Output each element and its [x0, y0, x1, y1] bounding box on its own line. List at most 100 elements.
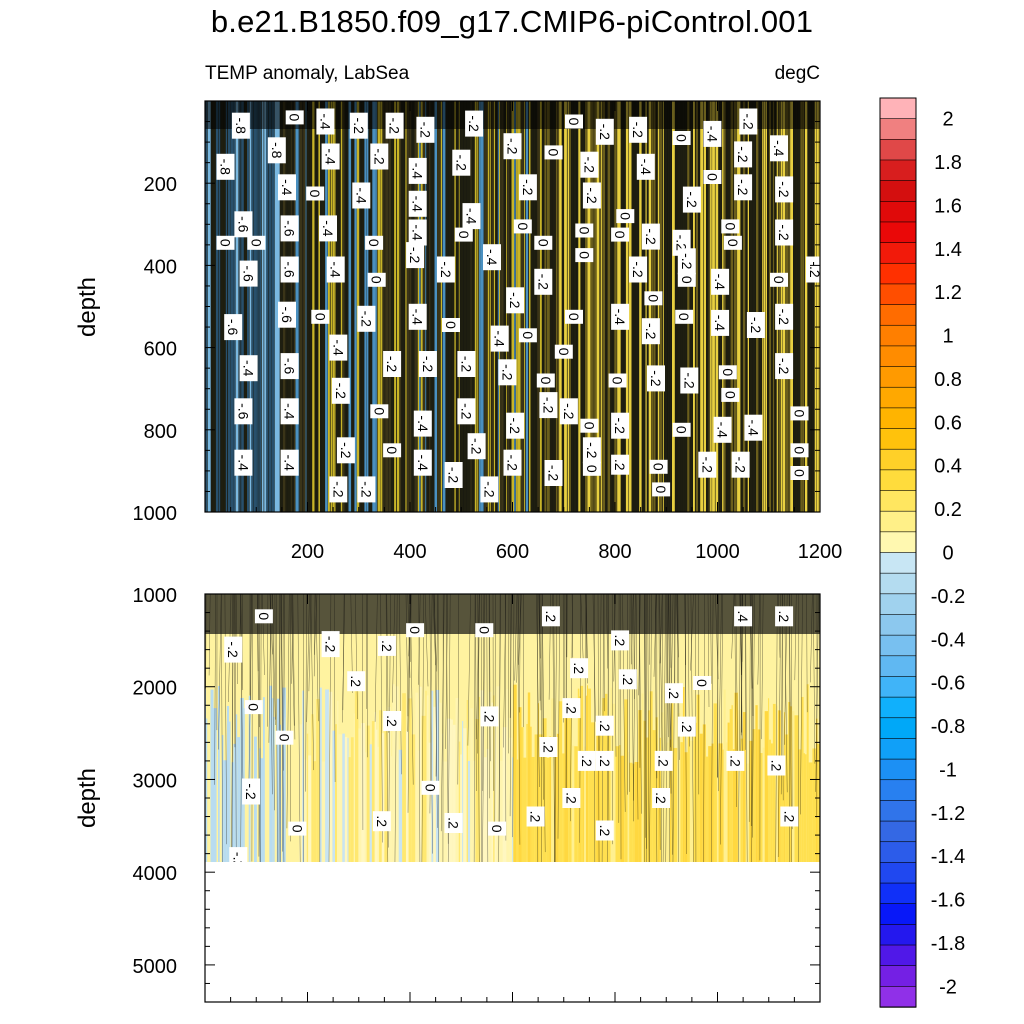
contour-label-box — [408, 219, 427, 246]
upper-stripe — [430, 101, 433, 512]
upper-contour-label: -.4 — [280, 398, 299, 425]
upper-stripe — [312, 101, 315, 512]
lower-stripe — [443, 761, 448, 862]
contour-label-text: -.2 — [735, 146, 751, 163]
upper-contour-label: -.2 — [775, 176, 794, 203]
contour-label-text: .2 — [727, 755, 743, 767]
contour-label-box — [316, 108, 335, 135]
lower-stripe — [784, 712, 786, 862]
lower-contour-label: -.2 — [224, 636, 243, 663]
upper-stripe — [800, 101, 803, 512]
upper-contour-label: 0 — [454, 227, 473, 242]
lower-stripe — [230, 755, 232, 862]
lower-stripe — [379, 710, 382, 862]
lower-contour-label: .2 — [618, 669, 637, 690]
contour-label-box — [408, 190, 427, 217]
lower-contour-line — [280, 594, 282, 862]
lower-contour-label: .2 — [444, 813, 463, 833]
lower-contour-line — [477, 594, 480, 862]
upper-stripe — [495, 101, 498, 512]
lower-stripe — [332, 730, 335, 862]
upper-stripe — [330, 101, 333, 512]
upper-stripe — [426, 101, 429, 512]
lower-stripe — [478, 696, 481, 862]
upper-stripe — [693, 101, 695, 512]
upper-stripe — [703, 101, 706, 512]
lower-stripe — [475, 718, 479, 862]
upper-stripe — [449, 101, 452, 512]
contour-label-text: -.2 — [630, 261, 646, 278]
lower-stripe — [391, 756, 393, 862]
contour-label-box — [664, 683, 683, 704]
colorbar-segment — [879, 696, 917, 719]
contour-label-text: -.2 — [684, 191, 700, 208]
lower-stripe — [237, 737, 241, 862]
contour-label-box — [506, 412, 525, 439]
lower-stripe — [398, 749, 403, 862]
lower-y-tick-label: 4000 — [133, 863, 178, 885]
contour-label-box — [239, 260, 258, 287]
lower-stripe — [223, 760, 227, 862]
lower-stripe — [551, 698, 555, 862]
contour-label-text: 0 — [556, 348, 572, 356]
contour-label-box — [498, 359, 517, 386]
upper-stripe — [251, 101, 254, 512]
upper-stripe — [454, 101, 456, 512]
lower-stripe — [377, 746, 380, 862]
lower-stripe — [460, 754, 463, 862]
contour-label-box — [480, 476, 499, 503]
upper-stripe — [499, 101, 500, 512]
upper-contour-label: -.4 — [711, 309, 730, 336]
contour-label-text: -.4 — [328, 261, 344, 278]
contour-label-text: 0 — [584, 465, 600, 473]
lower-contour-line — [446, 594, 449, 844]
contour-label-text: -.2 — [561, 403, 577, 420]
upper-x-tick-label: 800 — [598, 541, 631, 563]
upper-stripe — [328, 101, 330, 512]
upper-stripe — [463, 101, 467, 512]
contour-label-box — [280, 353, 299, 380]
contour-label-text: .2 — [597, 755, 613, 767]
upper-contour-label: -.4 — [280, 449, 299, 476]
lower-stripe — [682, 687, 685, 862]
lower-stripe — [502, 727, 507, 862]
lower-stripe — [629, 762, 633, 862]
lower-contour-label: 0 — [421, 780, 440, 795]
lower-stripe — [646, 737, 649, 862]
contour-label-text: -.2 — [535, 274, 551, 291]
upper-contour-label: -.2 — [734, 141, 753, 168]
lower-stripe — [600, 718, 603, 862]
contour-label-box — [595, 820, 614, 841]
colorbar-segment — [879, 448, 917, 471]
colorbar-segment — [879, 221, 917, 244]
contour-label-box — [224, 636, 243, 663]
contour-label-box — [416, 116, 435, 143]
upper-stripe — [218, 101, 221, 512]
lower-stripe — [764, 711, 769, 862]
upper-stripe — [530, 101, 533, 512]
lower-contour-line — [597, 594, 600, 862]
contour-label-box — [693, 676, 712, 690]
contour-label-box — [383, 443, 402, 458]
lower-stripe — [772, 703, 776, 862]
colorbar-label: 0.6 — [934, 412, 962, 434]
contour-label-text: -.2 — [466, 115, 482, 132]
upper-stripe — [298, 101, 300, 512]
colorbar-segment — [879, 820, 917, 843]
contour-label-box — [649, 459, 668, 474]
lower-stripe — [801, 696, 804, 862]
lower-stripe — [666, 742, 669, 862]
lower-contour-labels: 0-.2 -.2.20 0.2.2.4.2.2.2.2.200.2.2.2.2.20… — [224, 606, 799, 862]
contour-label-text: 0 — [538, 377, 554, 385]
colorbar-segment — [879, 717, 917, 740]
upper-stripe — [600, 101, 602, 512]
upper-contour-label: -.2 — [357, 476, 376, 503]
contour-label-box — [611, 630, 630, 651]
lower-contour-line — [777, 594, 782, 858]
upper-contour-label: -.2 — [503, 449, 522, 476]
contour-label-box — [385, 112, 404, 139]
upper-stripe — [320, 101, 322, 512]
colorbar-segment — [879, 262, 917, 285]
contour-label-box — [790, 466, 809, 480]
lower-stripe — [740, 738, 743, 862]
